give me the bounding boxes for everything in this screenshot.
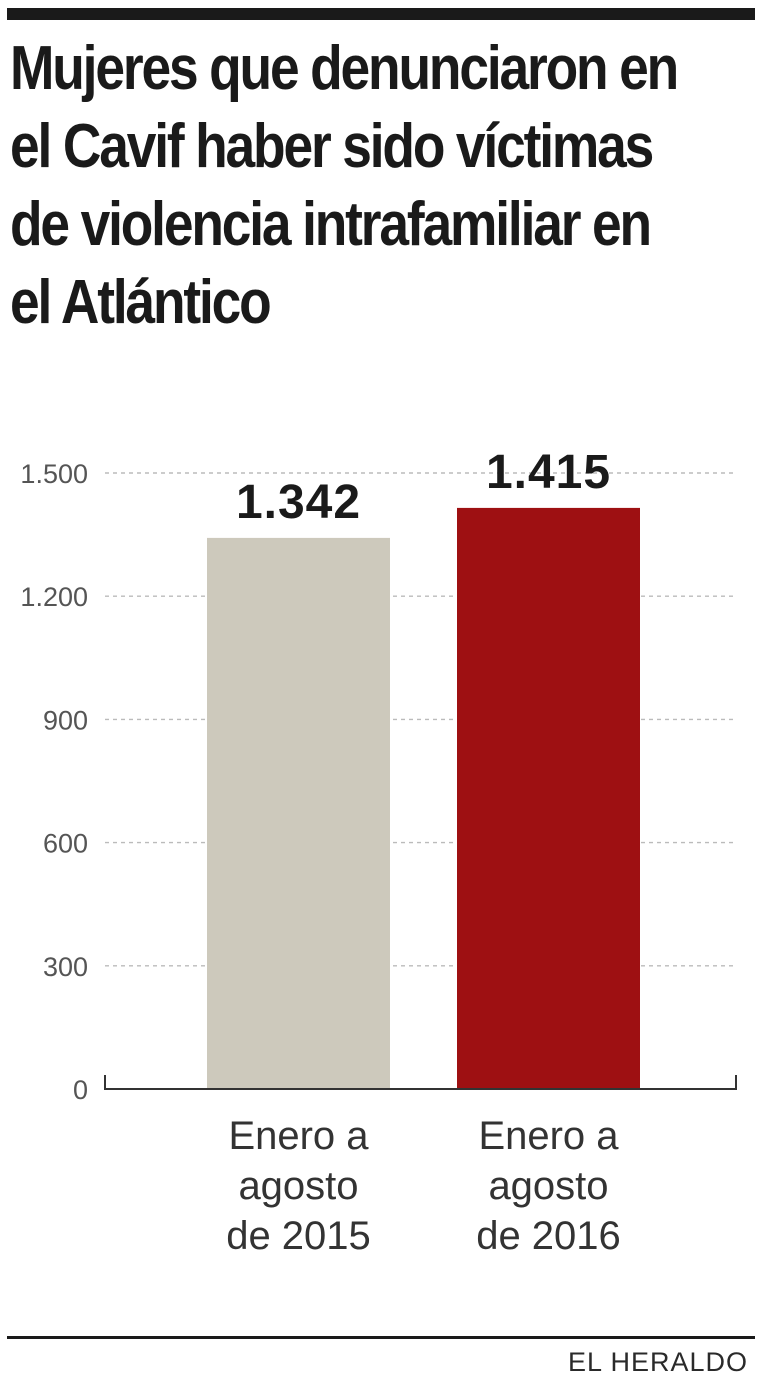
top-rule [7, 8, 755, 20]
title-line: el Atlántico [10, 268, 272, 337]
x-category-label-line: Enero a [228, 1114, 369, 1158]
chart-title: Mujeres que denunciaron en el Cavif habe… [10, 30, 679, 342]
bottom-rule [7, 1336, 755, 1339]
source-credit: EL HERALDO [567, 1347, 748, 1377]
title-line: de violencia intrafamiliar en [10, 190, 652, 259]
x-category-label-line: Enero a [478, 1114, 619, 1158]
y-tick-label: 1.500 [20, 459, 88, 489]
title-line: el Cavif haber sido víctimas [10, 112, 654, 181]
bar-2016 [457, 507, 640, 1089]
x-category-label-line: agosto [238, 1164, 358, 1208]
y-tick-label: 1.200 [20, 582, 88, 612]
x-category-label: Enero a agosto de 2015 [226, 1114, 371, 1258]
y-tick-label: 600 [43, 829, 88, 859]
x-category-label-line: agosto [488, 1164, 608, 1208]
y-tick-label: 0 [73, 1075, 88, 1105]
x-category-label-line: de 2015 [226, 1214, 371, 1258]
bar-2015 [207, 537, 390, 1089]
bar-value-label: 1.415 [486, 446, 611, 499]
y-tick-label: 900 [43, 705, 88, 735]
bar-value-label: 1.342 [236, 476, 361, 529]
title-line: Mujeres que denunciaron en [10, 34, 679, 103]
x-category-label-line: de 2016 [476, 1214, 621, 1258]
x-category-label: Enero a agosto de 2016 [476, 1114, 621, 1258]
y-tick-label: 300 [43, 952, 88, 982]
